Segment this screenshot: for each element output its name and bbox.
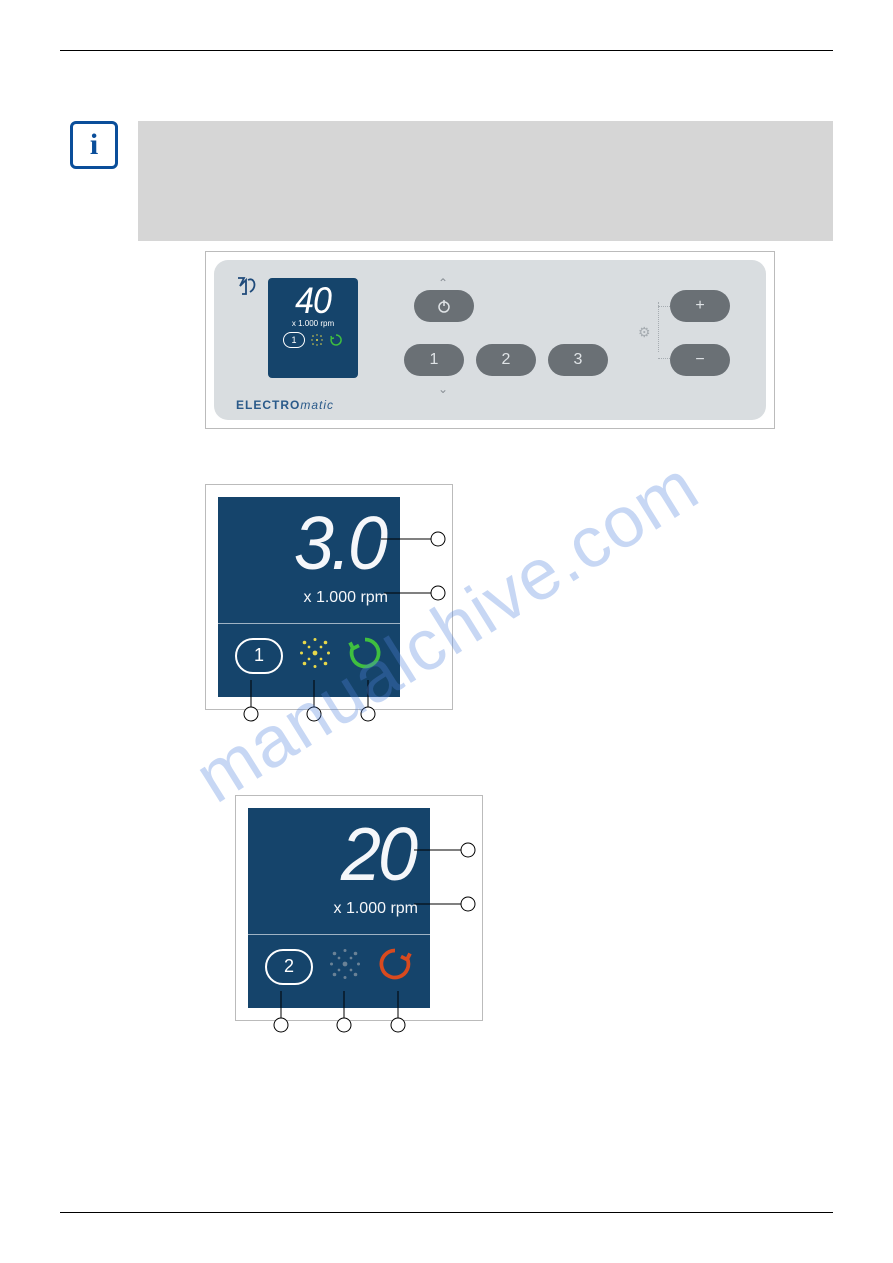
spray-icon xyxy=(310,333,324,347)
chevron-down-icon: ⌄ xyxy=(438,382,448,396)
program-1-button[interactable]: 1 xyxy=(404,344,464,376)
program-indicator: 1 xyxy=(283,332,305,348)
display1-value: 3.0 xyxy=(218,501,385,587)
display-example-2: 20 x 1.000 rpm 2 xyxy=(235,795,483,1021)
chevron-up-icon: ⌃ xyxy=(438,276,448,290)
kavo-logo-icon xyxy=(236,276,258,301)
info-icon: i xyxy=(70,121,118,169)
power-button[interactable] xyxy=(414,290,474,322)
program-2-button[interactable]: 2 xyxy=(476,344,536,376)
display2-unit: x 1.000 rpm xyxy=(248,900,418,918)
display1-unit: x 1.000 rpm xyxy=(218,589,388,607)
program-3-button[interactable]: 3 xyxy=(548,344,608,376)
plus-button[interactable]: + xyxy=(670,290,730,322)
panel-display: 40 x 1.000 rpm 1 xyxy=(268,278,358,378)
display-example-1: 3.0 x 1.000 rpm 1 xyxy=(205,484,453,710)
control-panel-illustration: 40 x 1.000 rpm 1 ⌃ 1 2 3 ⌄ ⚙ + − ELECTRO… xyxy=(205,251,775,429)
display-value: 40 xyxy=(295,280,331,323)
rotation-icon xyxy=(347,635,383,676)
spray-icon xyxy=(297,635,333,676)
gear-icon: ⚙ xyxy=(638,324,651,341)
rotation-icon xyxy=(377,946,413,987)
display2-program: 2 xyxy=(265,949,313,985)
note-box xyxy=(138,121,833,241)
minus-button[interactable]: − xyxy=(670,344,730,376)
display2-value: 20 xyxy=(248,812,415,898)
brand-label: ELECTROmatic xyxy=(236,398,334,412)
spray-icon xyxy=(327,946,363,987)
display1-program: 1 xyxy=(235,638,283,674)
rotation-icon xyxy=(329,333,343,347)
